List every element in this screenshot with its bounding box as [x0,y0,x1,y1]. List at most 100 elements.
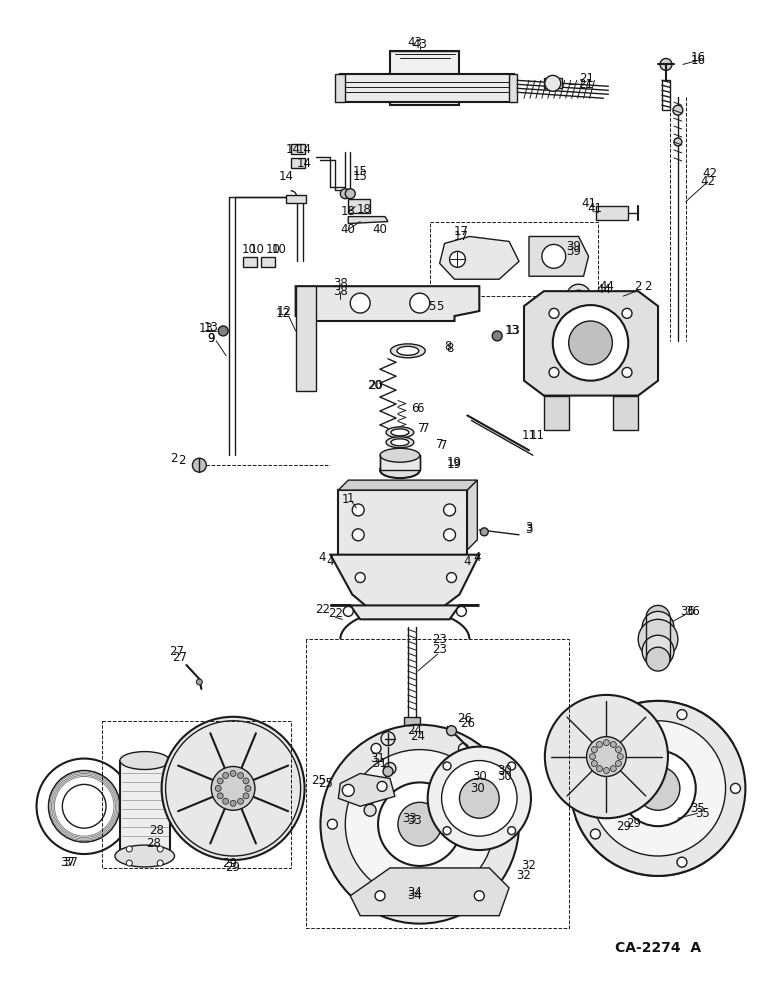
Circle shape [480,528,488,536]
Circle shape [217,793,223,799]
Circle shape [230,770,236,776]
Text: 14: 14 [297,157,312,170]
Text: 22: 22 [328,607,343,620]
Circle shape [443,762,451,770]
Circle shape [611,742,616,747]
Bar [286,195,306,203]
Circle shape [443,827,451,835]
Circle shape [571,701,746,876]
Text: 11: 11 [521,429,537,442]
Bar [338,490,467,555]
Circle shape [620,751,696,826]
Text: 7: 7 [440,439,447,452]
Text: 44: 44 [596,283,611,296]
Ellipse shape [391,344,425,358]
Text: 11: 11 [530,429,544,442]
Text: 2: 2 [645,280,652,293]
Circle shape [157,846,163,852]
Text: 36: 36 [680,605,696,618]
Circle shape [243,793,249,799]
Circle shape [590,754,595,760]
Text: 24: 24 [410,730,425,743]
Text: 9: 9 [208,332,215,345]
Bar [509,74,517,102]
Polygon shape [529,236,588,276]
Circle shape [218,326,229,336]
Text: 20: 20 [367,379,382,392]
Bar [662,80,670,110]
Circle shape [398,802,442,846]
Polygon shape [467,480,477,550]
Circle shape [642,635,674,667]
Ellipse shape [386,427,414,438]
Circle shape [591,738,601,748]
Circle shape [428,747,531,850]
Text: 32: 32 [522,859,537,872]
Text: 13: 13 [506,324,520,337]
Circle shape [371,895,381,905]
Text: 35: 35 [690,802,705,815]
Text: 25: 25 [311,774,326,787]
Circle shape [344,606,354,616]
Circle shape [410,293,430,313]
Text: 23: 23 [432,633,447,646]
Circle shape [444,504,455,516]
Text: 27: 27 [169,645,184,658]
Text: 7: 7 [422,422,429,435]
Text: 3: 3 [525,521,533,534]
Circle shape [446,726,456,736]
Circle shape [384,763,396,774]
Text: 4: 4 [327,555,334,568]
Bar [261,257,275,267]
Ellipse shape [380,462,420,478]
Circle shape [508,762,516,770]
Text: 18: 18 [340,205,356,218]
Circle shape [542,244,566,268]
Circle shape [444,529,455,541]
Circle shape [611,766,616,772]
Text: 16: 16 [690,51,706,64]
Bar [291,158,305,168]
Circle shape [604,740,609,746]
Circle shape [215,785,222,791]
Circle shape [549,308,559,318]
Text: 4: 4 [464,555,471,568]
Text: 40: 40 [373,223,388,236]
Circle shape [677,857,687,867]
Polygon shape [350,868,509,916]
Circle shape [378,782,462,866]
Text: 28: 28 [149,824,164,837]
Ellipse shape [397,346,418,355]
Text: 10: 10 [249,243,264,256]
Circle shape [638,619,678,659]
Circle shape [350,293,370,313]
Circle shape [364,804,376,816]
Ellipse shape [391,439,409,446]
Text: 29: 29 [616,820,631,833]
Text: 9: 9 [208,332,215,345]
Circle shape [636,767,680,810]
Text: 29: 29 [225,861,241,874]
Text: 33: 33 [402,812,417,825]
Circle shape [345,189,355,199]
Text: 17: 17 [454,230,469,243]
Text: 42: 42 [703,167,717,180]
Text: 41: 41 [587,202,602,215]
Polygon shape [120,761,170,856]
Text: 12: 12 [276,305,291,318]
Text: 8: 8 [444,340,452,353]
Text: 8: 8 [446,342,453,355]
Circle shape [127,860,132,866]
Text: 5: 5 [436,300,443,313]
Circle shape [587,737,626,776]
Circle shape [493,331,502,341]
Text: 5: 5 [428,300,435,313]
Circle shape [238,798,243,804]
Polygon shape [330,605,479,619]
Text: 18: 18 [357,203,371,216]
Text: 15: 15 [353,170,367,183]
Circle shape [597,742,602,747]
Text: 2: 2 [178,454,185,467]
Text: 1: 1 [347,492,354,505]
Polygon shape [330,555,479,609]
